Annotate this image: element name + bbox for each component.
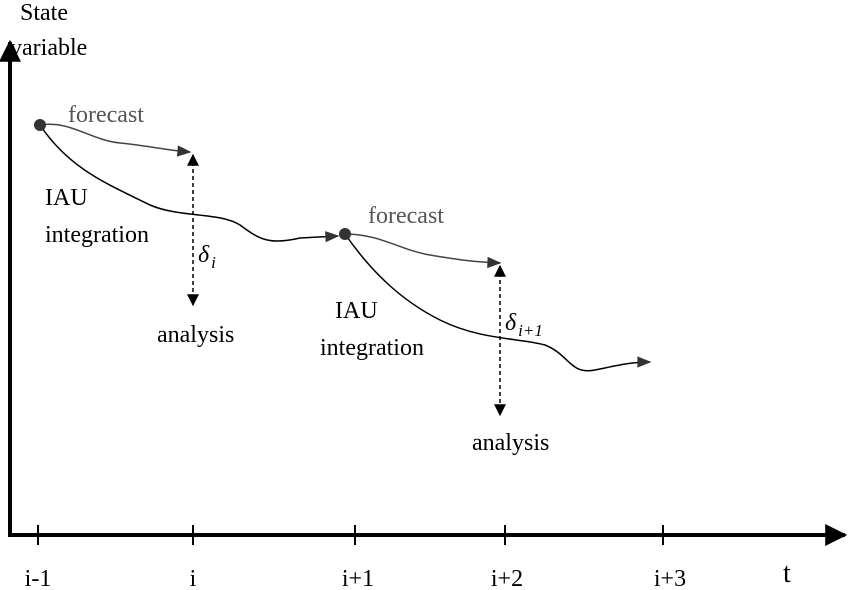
x-axis-label: t xyxy=(783,558,791,589)
state-point xyxy=(339,228,351,240)
delta-symbol: δ xyxy=(198,242,210,268)
delta-subscript: i xyxy=(211,253,216,272)
delta-symbol: δ xyxy=(505,310,517,336)
tick-label: i xyxy=(190,566,197,590)
iau-curve xyxy=(344,233,652,372)
tick-label: i+1 xyxy=(342,566,374,590)
analysis-label: analysis xyxy=(157,322,234,348)
iau-label: IAU xyxy=(335,298,378,324)
forecast-curve xyxy=(344,233,502,269)
iau-label: IAU xyxy=(45,185,88,211)
delta-label: δ i+1 xyxy=(505,310,543,340)
tick-label: i+2 xyxy=(491,566,523,590)
forecast-curve xyxy=(39,123,192,157)
forecast-label: forecast xyxy=(368,203,444,229)
y-axis-label: variable xyxy=(10,35,87,61)
tick-marks xyxy=(37,525,664,545)
state-point xyxy=(34,119,46,131)
y-axis-label: State xyxy=(20,0,68,26)
analysis-label: analysis xyxy=(472,430,549,456)
iau-label: integration xyxy=(320,335,424,361)
delta-subscript: i+1 xyxy=(518,321,543,340)
forecast-label: forecast xyxy=(68,102,144,128)
tick-label: i+3 xyxy=(654,566,686,590)
iau-label: integration xyxy=(45,222,149,248)
tick-label: i-1 xyxy=(25,566,52,590)
